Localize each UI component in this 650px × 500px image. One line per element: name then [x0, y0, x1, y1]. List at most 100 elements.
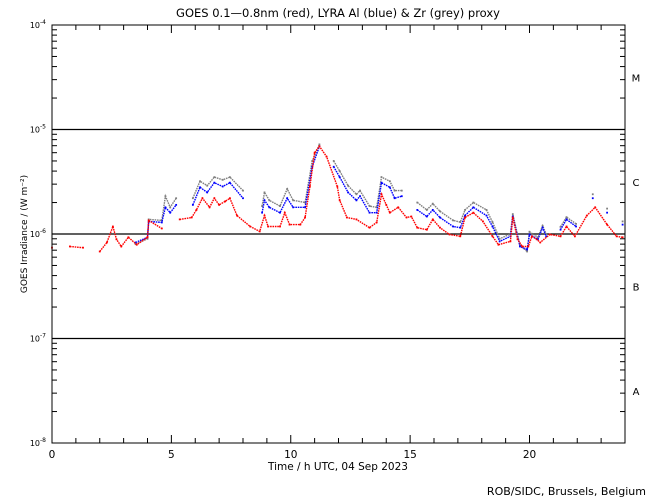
data-point — [332, 165, 335, 168]
credit-text: ROB/SIDC, Brussels, Belgium — [487, 485, 646, 498]
data-point — [431, 202, 434, 205]
data-point — [208, 206, 211, 209]
data-point — [249, 225, 252, 228]
y-tick-label: 10-8 — [30, 437, 46, 448]
data-point — [345, 216, 348, 219]
data-point — [368, 211, 371, 214]
data-point — [545, 233, 548, 235]
data-point — [279, 211, 281, 214]
data-point — [338, 170, 341, 172]
data-point — [464, 214, 466, 217]
chart-title: GOES 0.1—0.8nm (red), LYRA Al (blue) & Z… — [176, 6, 500, 20]
data-point — [160, 221, 163, 224]
data-point — [347, 191, 349, 194]
data-point — [258, 230, 261, 233]
y-tick-base: 10 — [30, 230, 40, 239]
data-point — [242, 189, 244, 192]
data-point — [545, 235, 548, 238]
data-point — [286, 197, 289, 200]
data-point — [541, 224, 544, 227]
data-point — [565, 218, 568, 221]
data-point — [191, 203, 194, 206]
data-point — [516, 238, 519, 241]
data-point — [304, 201, 306, 204]
data-point — [559, 235, 562, 238]
y-tick-exponent: -7 — [40, 333, 46, 340]
y-tick-label: 10-4 — [30, 19, 46, 30]
data-point — [261, 211, 263, 214]
data-point — [526, 248, 529, 251]
data-point — [375, 206, 378, 209]
data-point — [388, 211, 391, 214]
data-point — [621, 223, 624, 226]
series-line — [135, 193, 177, 245]
data-point — [120, 245, 123, 248]
data-point — [482, 220, 484, 223]
data-point — [368, 226, 371, 229]
flare-class-label: M — [632, 73, 641, 84]
data-point — [509, 240, 512, 243]
y-axis-label: GOES Irradiance / (W m⁻²) — [20, 175, 30, 293]
data-point — [199, 180, 201, 183]
data-point — [69, 245, 71, 248]
series-line — [135, 204, 177, 244]
data-point — [606, 211, 608, 214]
data-point — [292, 199, 295, 202]
flare-class-label: C — [633, 178, 640, 189]
data-point — [526, 250, 529, 253]
data-point — [127, 236, 130, 239]
data-point — [615, 235, 618, 238]
data-point — [521, 245, 524, 248]
data-point — [464, 209, 466, 211]
data-point — [591, 197, 594, 200]
x-tick-label: 5 — [168, 449, 175, 461]
data-point — [213, 181, 216, 184]
data-point — [491, 235, 494, 238]
data-point — [268, 199, 271, 202]
plot-frame — [51, 24, 626, 444]
data-point — [318, 143, 321, 146]
data-point — [380, 193, 383, 196]
data-point — [135, 243, 138, 246]
data-point — [146, 236, 149, 239]
data-point — [439, 210, 441, 213]
data-point — [536, 236, 539, 239]
data-point — [439, 216, 441, 219]
data-point — [221, 178, 224, 181]
data-point — [385, 203, 388, 206]
data-point — [279, 205, 281, 207]
data-point — [472, 211, 475, 214]
data-point — [261, 205, 263, 207]
data-point — [528, 230, 531, 233]
data-point — [267, 225, 269, 228]
data-point — [147, 218, 150, 221]
data-point — [425, 215, 428, 218]
y-tick-label: 10-6 — [30, 228, 46, 239]
data-point — [175, 197, 178, 200]
data-point — [497, 243, 500, 246]
data-point — [288, 223, 291, 226]
series-goes-0-1-0-8nm — [51, 145, 624, 253]
data-point — [338, 176, 341, 179]
data-point — [375, 211, 378, 214]
data-point — [338, 199, 341, 202]
flare-class-label: B — [633, 282, 640, 293]
data-point — [380, 176, 383, 179]
series-line — [416, 201, 547, 253]
data-point — [292, 206, 295, 209]
data-point — [111, 225, 114, 228]
data-point — [405, 216, 408, 219]
data-point — [491, 225, 494, 228]
x-tick-label: 15 — [403, 449, 416, 461]
y-tick-base: 10 — [30, 439, 40, 448]
data-point — [359, 195, 361, 198]
data-point — [485, 209, 488, 211]
data-point — [311, 160, 314, 162]
data-point — [594, 206, 597, 209]
data-point — [98, 250, 101, 253]
data-point — [459, 235, 462, 238]
data-point — [218, 203, 221, 206]
data-point — [263, 199, 266, 202]
data-point — [400, 195, 403, 198]
